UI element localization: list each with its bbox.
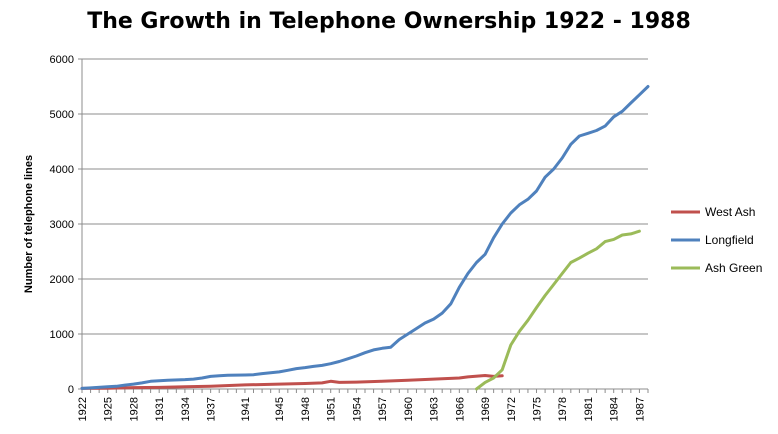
x-tick-label: 1960 <box>403 397 415 421</box>
x-tick-label: 1948 <box>300 397 312 421</box>
legend-label: West Ash <box>705 205 755 219</box>
y-tick-label: 2000 <box>50 274 74 286</box>
x-tick-label: 1928 <box>128 397 140 421</box>
y-tick-label: 4000 <box>50 164 74 176</box>
x-tick-label: 1987 <box>634 397 646 421</box>
x-tick-label: 1941 <box>240 397 252 421</box>
x-tick-label: 1934 <box>180 397 192 421</box>
x-tick-label: 1937 <box>206 397 218 421</box>
series-lines <box>80 85 650 391</box>
gridlines <box>82 58 648 335</box>
series-line-2 <box>475 229 641 391</box>
x-tick-label: 1957 <box>377 397 389 421</box>
y-tick-label: 6000 <box>50 54 74 66</box>
y-axis-label: Number of telephone lines <box>23 155 35 293</box>
y-tick-labels: 0 1000 2000 3000 4000 5000 6000 <box>50 54 74 396</box>
x-tick-label: 1975 <box>532 397 544 421</box>
x-tick-label: 1931 <box>154 397 166 421</box>
x-tick-label: 1984 <box>609 397 621 421</box>
y-tick-label: 1000 <box>50 329 74 341</box>
series-line-1 <box>80 85 650 390</box>
x-tick-label: 1981 <box>583 397 595 421</box>
x-tick-label: 1922 <box>77 397 89 421</box>
axes <box>78 58 649 393</box>
y-tick-label: 0 <box>68 384 74 396</box>
legend: West Ash Longfield Ash Green <box>671 205 762 275</box>
x-tick-label: 1972 <box>506 397 518 421</box>
x-tick-label: 1978 <box>557 397 569 421</box>
chart-title: The Growth in Telephone Ownership 1922 -… <box>87 9 691 34</box>
x-tick-label: 1963 <box>429 397 441 421</box>
x-tick-label: 1945 <box>274 397 286 421</box>
x-tick-label: 1954 <box>351 397 363 421</box>
series-line-0 <box>80 374 504 390</box>
legend-label: Longfield <box>705 233 754 247</box>
x-tick-label: 1969 <box>480 397 492 421</box>
x-tick-labels: 1922 1925 1928 1931 1934 1937 1941 1945 1948 1951… <box>77 397 646 421</box>
x-tick-label: 1966 <box>454 397 466 421</box>
x-tick-label: 1925 <box>103 397 115 421</box>
y-tick-label: 3000 <box>50 219 74 231</box>
y-tick-label: 5000 <box>50 109 74 121</box>
x-tick-label: 1951 <box>326 397 338 421</box>
legend-label: Ash Green <box>705 261 762 275</box>
